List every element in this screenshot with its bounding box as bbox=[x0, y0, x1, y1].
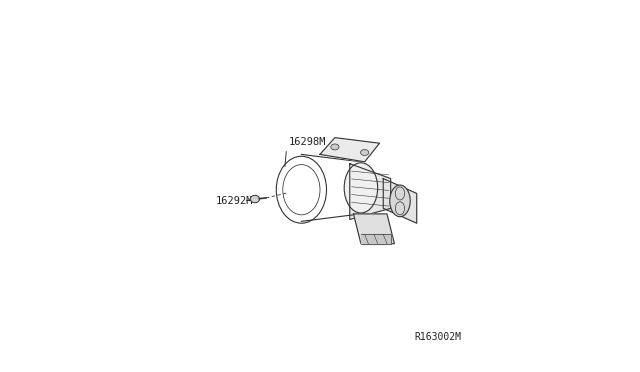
Polygon shape bbox=[353, 214, 394, 244]
Ellipse shape bbox=[331, 144, 339, 150]
Ellipse shape bbox=[344, 163, 378, 213]
Text: 16298M: 16298M bbox=[289, 137, 326, 147]
Ellipse shape bbox=[250, 195, 260, 203]
Polygon shape bbox=[383, 179, 417, 223]
Polygon shape bbox=[320, 138, 380, 162]
Ellipse shape bbox=[390, 185, 410, 217]
Text: 16292M: 16292M bbox=[216, 196, 253, 206]
Polygon shape bbox=[349, 164, 390, 219]
Text: R163002M: R163002M bbox=[414, 332, 461, 342]
Ellipse shape bbox=[360, 150, 369, 155]
Polygon shape bbox=[361, 234, 390, 244]
